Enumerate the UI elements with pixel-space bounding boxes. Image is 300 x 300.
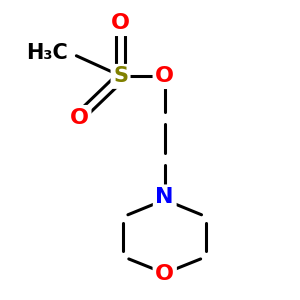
Text: N: N — [155, 187, 174, 207]
Text: O: O — [70, 108, 89, 127]
Text: O: O — [155, 264, 174, 284]
Text: H₃C: H₃C — [26, 43, 68, 63]
Text: S: S — [113, 66, 128, 86]
Text: O: O — [111, 14, 130, 33]
Text: O: O — [155, 66, 174, 86]
